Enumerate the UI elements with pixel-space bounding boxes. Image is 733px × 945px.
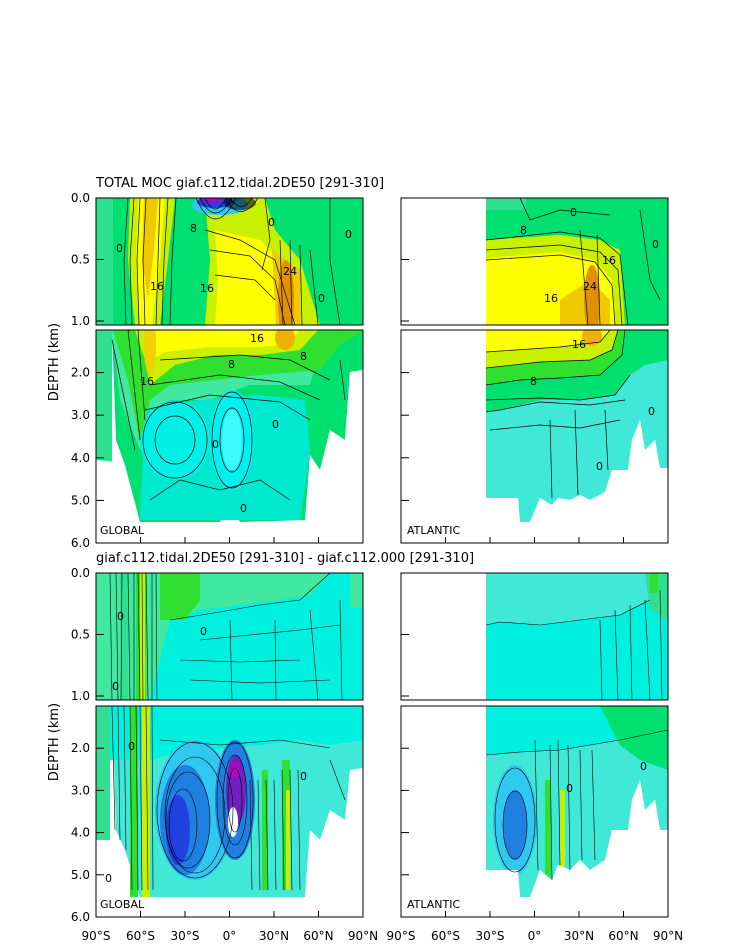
tick-label: 6.0 [71, 910, 90, 924]
contour-label: 16 [150, 280, 164, 293]
tick-label: 3.0 [71, 783, 90, 797]
tick-label: 5.0 [71, 493, 90, 507]
title-top: TOTAL MOC giaf.c112.tidal.2DE50 [291-310… [95, 176, 384, 191]
contour-label: 0 [648, 405, 655, 418]
contour-label: 0 [596, 460, 603, 473]
tick-label: 30°S [171, 929, 200, 943]
contour-label: 8 [300, 350, 307, 363]
contour-label: 0 [105, 872, 112, 885]
panel-global-total-upper: 0 16 8 16 24 0 0 0 [95, 197, 364, 326]
tick-label: 0.0 [71, 566, 90, 580]
tick-label: 90°N [653, 929, 683, 943]
tick-label: 0.0 [71, 191, 90, 205]
tick-label: 3.0 [71, 408, 90, 422]
region-label-global-diff: GLOBAL [100, 898, 145, 911]
contour-label: 24 [583, 280, 597, 293]
tick-label: 90°N [348, 929, 378, 943]
contour-label: 0 [640, 760, 647, 773]
region-label-atlantic: ATLANTIC [407, 524, 460, 537]
ylabel-top: DEPTH (km) [47, 323, 62, 401]
tick-label: 6.0 [71, 536, 90, 550]
tick-label: 60°S [431, 929, 460, 943]
contour-label: 0 [128, 740, 135, 753]
tick-label: 4.0 [71, 826, 90, 840]
contour-label: 0 [116, 242, 123, 255]
contour-label: 0 [300, 770, 307, 783]
panel-atlantic-total-upper: 8 0 16 16 24 0 [400, 197, 669, 326]
panel-atlantic-diff-upper [400, 572, 669, 701]
contour-label: 8 [530, 375, 537, 388]
tick-label: 2.0 [71, 741, 90, 755]
contour-label: 0 [272, 418, 279, 431]
contour-label: 0 [240, 502, 247, 515]
contour-label: 8 [190, 222, 197, 235]
contour-label: 16 [572, 338, 586, 351]
tick-label: 1.0 [71, 314, 90, 328]
panel-global-diff-upper: 0 0 0 [95, 572, 364, 701]
panel-global-total-lower: 16 8 16 8 0 0 0 GLOBAL [95, 329, 364, 544]
region-label-global: GLOBAL [100, 524, 145, 537]
contour-label: 24 [283, 265, 297, 278]
tick-label: 0.5 [71, 253, 90, 267]
contour-label: 0 [566, 782, 573, 795]
contour-label: 0 [212, 438, 219, 451]
tick-label: 5.0 [71, 868, 90, 882]
contour-label: 0 [570, 206, 577, 219]
tick-label: 2.0 [71, 366, 90, 380]
contour-label: 8 [520, 224, 527, 237]
tick-label: 90°S [82, 929, 111, 943]
region-label-atlantic-diff: ATLANTIC [407, 898, 460, 911]
panel-atlantic-total-lower: 16 8 0 0 ATLANTIC [400, 329, 669, 544]
contour-label: 16 [602, 254, 616, 267]
contour-label: 16 [544, 292, 558, 305]
tick-label: 1.0 [71, 689, 90, 703]
contour-label: 16 [140, 375, 154, 388]
contour-label: 16 [250, 332, 264, 345]
tick-label: 0° [223, 929, 237, 943]
tick-label: 30°S [476, 929, 505, 943]
panel-global-diff-lower: 0 0 0 GLOBAL [95, 705, 364, 918]
title-bottom: giaf.c112.tidal.2DE50 [291-310] - giaf.c… [96, 551, 474, 566]
tick-label: 60°N [608, 929, 638, 943]
tick-label: 0.5 [71, 628, 90, 642]
tick-label: 4.0 [71, 451, 90, 465]
contour-label: 0 [318, 292, 325, 305]
axis-ticks: 0.0 0.5 1.0 2.0 3.0 4.0 5.0 6.0 0.0 0.5 1.0 2.0 3.0 4… [71, 191, 683, 943]
tick-label: 30°N [564, 929, 594, 943]
contour-label: 0 [652, 238, 659, 251]
contour-label: 0 [112, 680, 119, 693]
panel-atlantic-diff-lower: 0 0 ATLANTIC [400, 705, 669, 918]
contour-label: 0 [268, 216, 275, 229]
contour-label: 0 [345, 228, 352, 241]
tick-label: 60°N [303, 929, 333, 943]
contour-label: 16 [200, 282, 214, 295]
tick-label: 90°S [387, 929, 416, 943]
tick-label: 30°N [259, 929, 289, 943]
ylabel-bottom: DEPTH (km) [47, 703, 62, 781]
tick-label: 60°S [126, 929, 155, 943]
contour-label: 0 [117, 610, 124, 623]
contour-label: 8 [228, 358, 235, 371]
contour-label: 0 [200, 625, 207, 638]
tick-label: 0° [528, 929, 542, 943]
